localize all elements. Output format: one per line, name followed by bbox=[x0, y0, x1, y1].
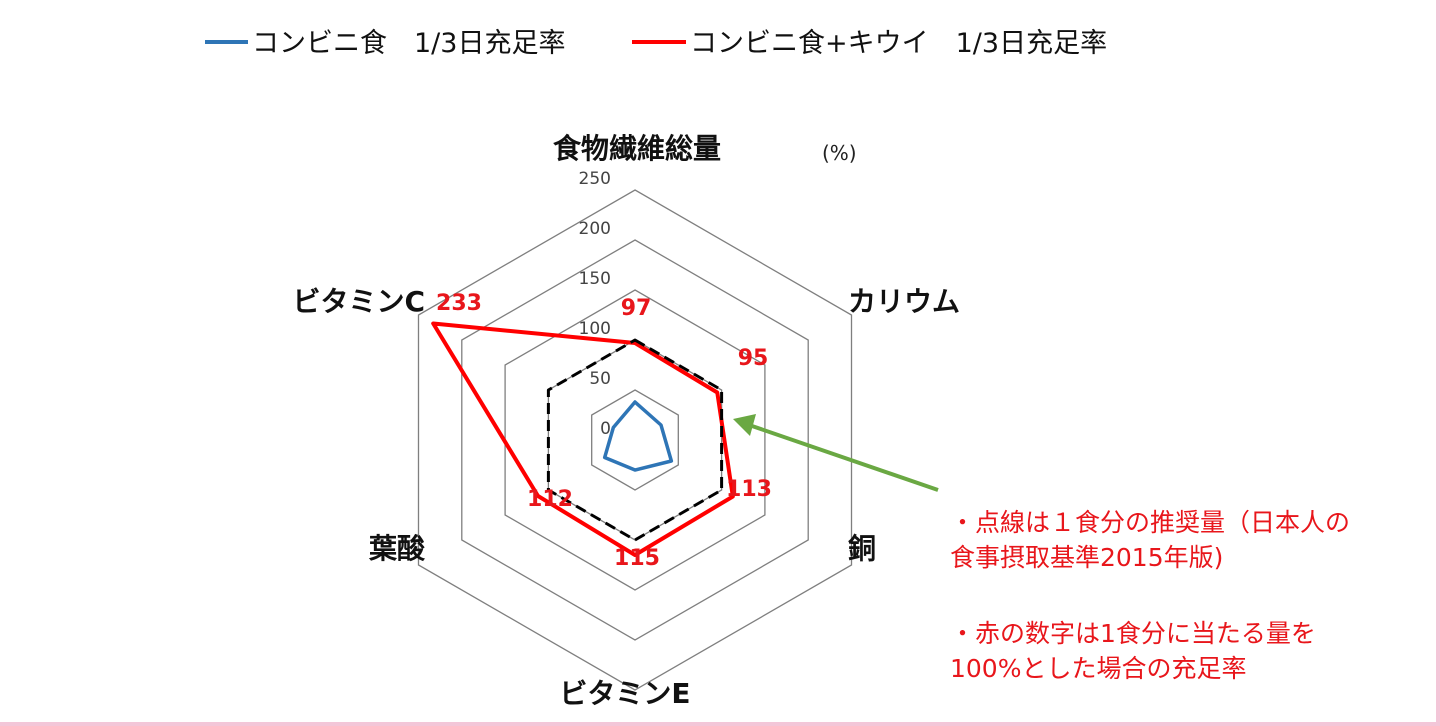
series-group bbox=[431, 321, 735, 557]
tick-label: 50 bbox=[589, 369, 611, 389]
legend-label-red: コンビニ食+キウイ 1/3日充足率 bbox=[690, 28, 1107, 59]
axis-label: ビタミンE bbox=[559, 677, 690, 710]
legend: コンビニ食 1/3日充足率 コンビニ食+キウイ 1/3日充足率 bbox=[205, 28, 1107, 59]
tick-label: 0 bbox=[600, 419, 611, 439]
series-line-1 bbox=[431, 321, 735, 557]
data-label: 97 bbox=[621, 296, 652, 321]
axis-label: 食物繊維総量 bbox=[553, 132, 721, 165]
tick-label: 100 bbox=[579, 319, 611, 339]
arrow-head bbox=[733, 414, 756, 436]
data-label: 233 bbox=[436, 291, 482, 316]
scale-ticks: 0 50 100 150 200 250 bbox=[579, 169, 611, 439]
grid-ring-100 bbox=[547, 339, 723, 541]
axis-label: カリウム bbox=[848, 285, 960, 318]
grid-ring-150 bbox=[504, 289, 766, 591]
data-label: 95 bbox=[738, 346, 769, 371]
note-line-1: ・点線は１食分の推奨量（日本人の bbox=[950, 508, 1351, 537]
note-line-3: ・赤の数字は1食分に当たる量を bbox=[950, 619, 1316, 648]
data-labels: 97 95 113 115 112 233 bbox=[436, 291, 772, 571]
note-line-4: 100%とした場合の充足率 bbox=[950, 654, 1247, 683]
data-label: 115 bbox=[614, 546, 660, 571]
axis-label: ビタミンC bbox=[292, 285, 425, 318]
note-line-2: 食事摂取基準2015年版) bbox=[950, 543, 1224, 572]
unit-label: (%) bbox=[822, 141, 857, 165]
tick-label: 200 bbox=[579, 219, 611, 239]
page-border-right bbox=[1436, 0, 1440, 726]
arrow-shaft bbox=[751, 424, 939, 492]
annotation-arrow bbox=[733, 414, 939, 492]
tick-label: 150 bbox=[579, 269, 611, 289]
axis-label: 銅 bbox=[848, 532, 876, 565]
axis-label: 葉酸 bbox=[368, 532, 426, 565]
tick-label: 250 bbox=[579, 169, 611, 189]
series-line-0 bbox=[602, 400, 674, 472]
grid-ring-50 bbox=[591, 389, 679, 491]
data-label: 113 bbox=[726, 477, 772, 502]
data-label: 112 bbox=[527, 487, 573, 512]
series-line-2 bbox=[546, 338, 724, 542]
page-border-bottom bbox=[0, 722, 1440, 726]
grid-ring-250 bbox=[417, 189, 853, 691]
legend-label-blue: コンビニ食 1/3日充足率 bbox=[252, 28, 565, 59]
grid-ring-200 bbox=[461, 239, 809, 641]
